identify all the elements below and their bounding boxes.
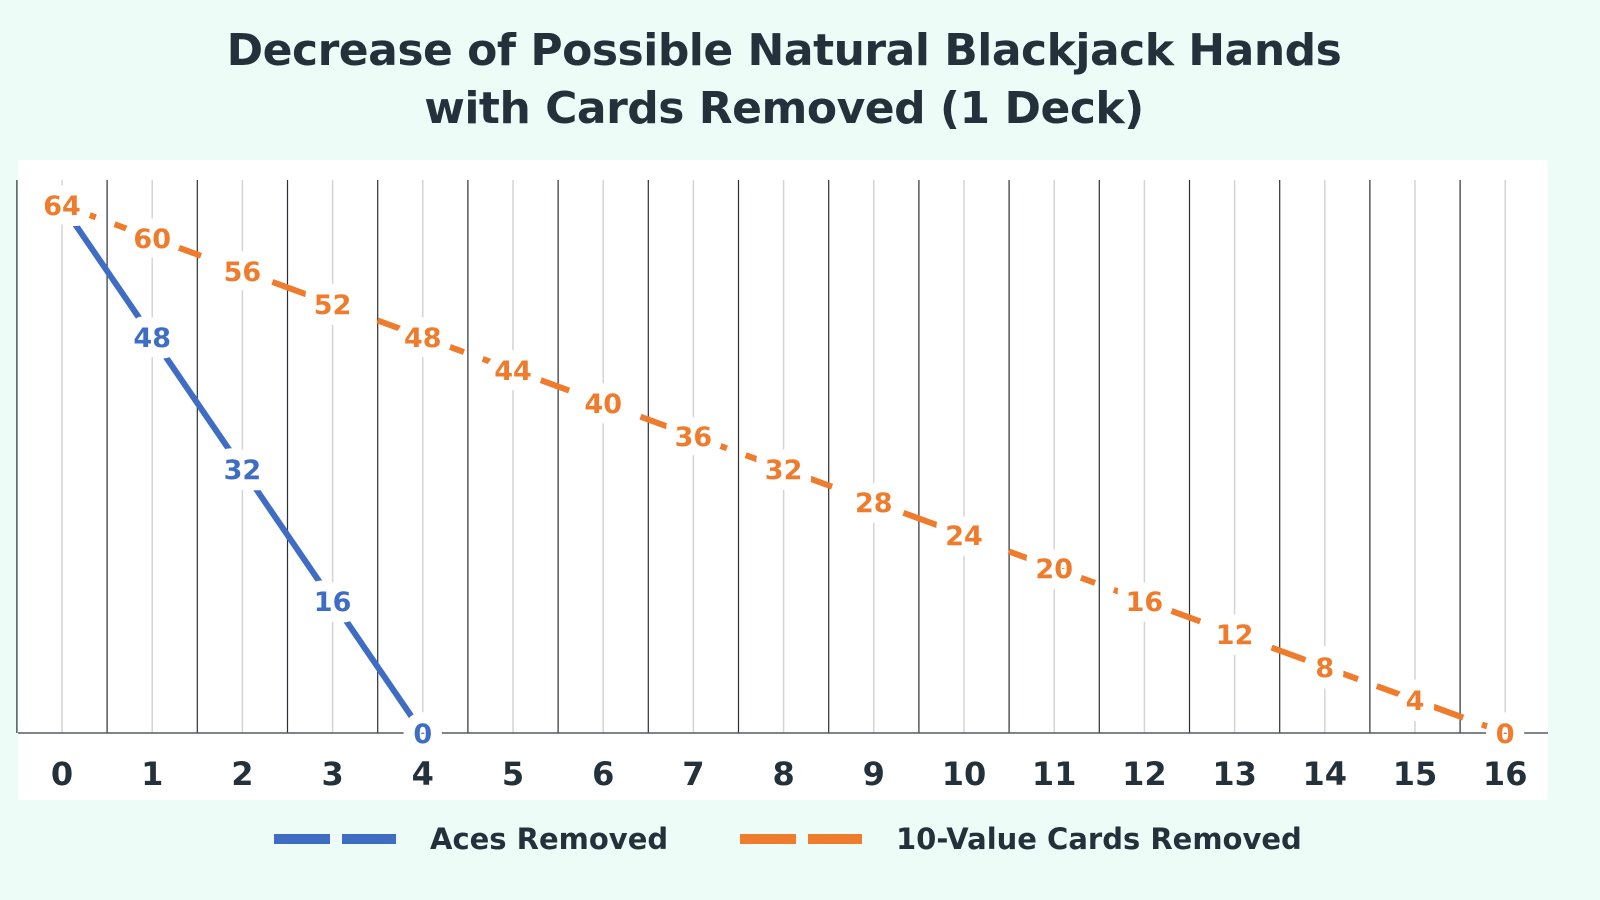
data-label: 12 <box>1216 620 1254 651</box>
data-label: 36 <box>675 422 713 453</box>
data-label: 48 <box>404 323 442 354</box>
chart-title: Decrease of Possible Natural Blackjack H… <box>0 22 1568 138</box>
x-tick-label: 13 <box>1212 755 1257 793</box>
data-label: 16 <box>1126 587 1164 618</box>
x-tick-label: 6 <box>592 755 614 793</box>
legend-swatch-ten-value <box>740 834 862 844</box>
data-label: 8 <box>1315 653 1334 684</box>
x-tick-label: 15 <box>1393 755 1438 793</box>
x-tick-label: 5 <box>502 755 524 793</box>
x-tick-label: 7 <box>682 755 704 793</box>
title-line-1: Decrease of Possible Natural Blackjack H… <box>226 25 1342 76</box>
x-tick-label: 16 <box>1483 755 1528 793</box>
title-line-2: with Cards Removed (1 Deck) <box>424 83 1144 134</box>
data-label: 24 <box>945 521 983 552</box>
data-label: 32 <box>224 455 262 486</box>
data-label: 20 <box>1035 554 1073 585</box>
x-tick-label: 9 <box>863 755 885 793</box>
data-label: 48 <box>133 323 171 354</box>
series-line-ten-value <box>60 202 1507 736</box>
data-label: 64 <box>43 191 81 222</box>
data-label: 44 <box>494 356 532 387</box>
data-label: 32 <box>765 455 803 486</box>
legend-label-aces: Aces Removed <box>430 822 669 856</box>
data-label: 0 <box>1496 719 1515 750</box>
legend-item-ten-value: 10-Value Cards Removed <box>738 822 1302 856</box>
legend-item-aces: Aces Removed <box>272 822 668 856</box>
data-label: 40 <box>584 389 622 420</box>
data-label: 52 <box>314 290 352 321</box>
x-tick-label: 12 <box>1122 755 1167 793</box>
x-tick-label: 1 <box>141 755 163 793</box>
data-label: 4 <box>1406 686 1425 717</box>
series-line-aces <box>59 203 426 735</box>
data-label: 60 <box>133 224 171 255</box>
data-label: 56 <box>224 257 262 288</box>
x-tick-label: 0 <box>51 755 73 793</box>
x-tick-label: 8 <box>772 755 794 793</box>
x-tick-label: 3 <box>321 755 343 793</box>
x-tick-label: 11 <box>1032 755 1077 793</box>
x-tick-label: 2 <box>231 755 253 793</box>
legend-swatch-aces <box>274 834 396 844</box>
data-label: 16 <box>314 587 352 618</box>
x-tick-label: 10 <box>942 755 987 793</box>
x-tick-label: 4 <box>412 755 434 793</box>
legend-label-ten-value: 10-Value Cards Removed <box>896 822 1302 856</box>
data-label: 0 <box>413 719 432 750</box>
data-label: 28 <box>855 488 893 519</box>
x-tick-label: 14 <box>1303 755 1348 793</box>
